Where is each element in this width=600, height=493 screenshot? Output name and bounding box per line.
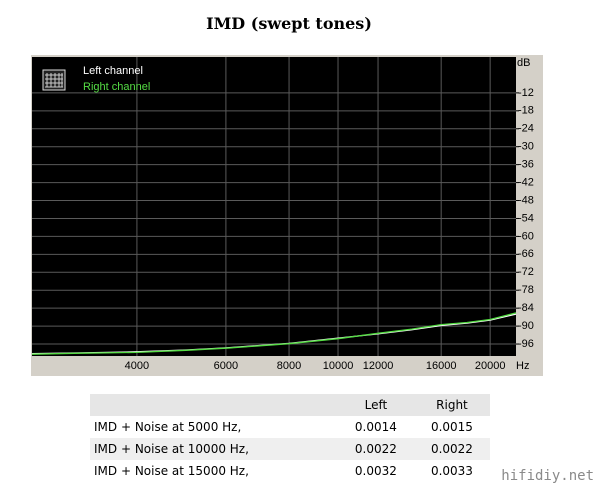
- cell: 0.0033: [430, 464, 473, 478]
- x-tick-label: 10000: [323, 360, 354, 372]
- plot-area: [32, 57, 516, 356]
- y-tick-label: -54: [518, 212, 534, 224]
- x-tick-label: 16000: [426, 360, 457, 372]
- cell: 0.0022: [337, 438, 414, 460]
- y-tick-label: -96: [518, 338, 534, 350]
- y-tick-label: -24: [518, 123, 534, 135]
- y-axis-label: dB: [517, 57, 530, 69]
- y-tick-label: -18: [518, 105, 534, 117]
- y-tick-label: -48: [518, 194, 534, 206]
- result-table: Left Right IMD + Noise at 5000 Hz, 0.0014 0…: [90, 394, 490, 482]
- y-tick-label: -60: [518, 230, 534, 242]
- chart: Left channel Right channel dB Hz -12 -18 -…: [31, 55, 543, 376]
- y-tick-label: -66: [518, 248, 534, 260]
- legend-icon-grid: [45, 73, 63, 88]
- y-tick-label: -84: [518, 302, 534, 314]
- row-label: IMD + Noise at 10000 Hz,: [90, 438, 338, 460]
- cell: 0.0014: [354, 420, 397, 434]
- watermark: hifidiy.net: [501, 468, 594, 484]
- row-label: IMD + Noise at 15000 Hz,: [94, 464, 249, 478]
- y-tick-label: -42: [518, 176, 534, 188]
- y-tick-label: -72: [518, 266, 534, 278]
- cell: 0.0032: [354, 464, 397, 478]
- x-tick-label: 20000: [475, 360, 506, 372]
- x-tick-label: 6000: [214, 360, 238, 372]
- header-cell: Right: [413, 394, 490, 416]
- y-tick-label: -90: [518, 320, 534, 332]
- y-tick-label: -36: [518, 159, 534, 171]
- legend-icon: [42, 69, 66, 91]
- y-tick-label: -30: [518, 141, 534, 153]
- legend-label: Left channel: [83, 65, 143, 77]
- x-tick-label: 12000: [363, 360, 394, 372]
- x-tick-label: 8000: [277, 360, 301, 372]
- y-tick-label: -12: [518, 87, 534, 99]
- y-tick-label: -78: [518, 284, 534, 296]
- row-label: IMD + Noise at 5000 Hz,: [94, 420, 242, 434]
- grid: [32, 57, 516, 356]
- chart-title: IMD (swept tones): [206, 14, 372, 33]
- legend-label: Right channel: [83, 81, 150, 93]
- cell: 0.0022: [413, 438, 490, 460]
- header-cell: [90, 394, 338, 416]
- x-axis-label: Hz: [516, 360, 529, 372]
- header-cell: Left: [337, 394, 414, 416]
- cell: 0.0015: [430, 420, 473, 434]
- lines: [31, 312, 517, 355]
- x-tick-label: 4000: [125, 360, 149, 372]
- series-line: [31, 312, 517, 355]
